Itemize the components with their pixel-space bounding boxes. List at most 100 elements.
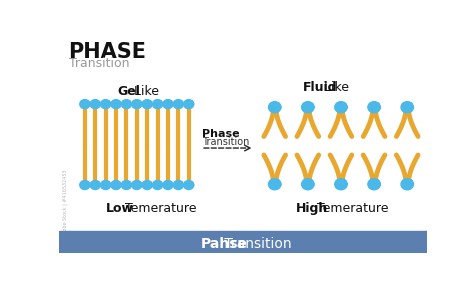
Ellipse shape: [166, 99, 170, 103]
Ellipse shape: [187, 99, 191, 103]
Ellipse shape: [368, 179, 380, 190]
Ellipse shape: [408, 180, 412, 183]
Ellipse shape: [343, 182, 347, 186]
Text: Adobe Stock | #416532453: Adobe Stock | #416532453: [63, 170, 68, 237]
Text: Gel: Gel: [118, 85, 140, 98]
Ellipse shape: [138, 183, 142, 187]
Text: Pahse: Pahse: [201, 237, 248, 251]
Ellipse shape: [301, 179, 314, 190]
Ellipse shape: [376, 182, 381, 186]
Ellipse shape: [156, 180, 159, 183]
Ellipse shape: [310, 105, 314, 109]
Ellipse shape: [176, 180, 180, 183]
Ellipse shape: [156, 99, 159, 103]
Ellipse shape: [142, 100, 152, 109]
Ellipse shape: [83, 180, 87, 183]
Ellipse shape: [114, 99, 118, 103]
Ellipse shape: [375, 180, 379, 183]
Ellipse shape: [339, 102, 343, 105]
Ellipse shape: [153, 181, 163, 189]
Ellipse shape: [80, 181, 90, 189]
Ellipse shape: [138, 103, 142, 106]
Ellipse shape: [153, 100, 163, 109]
Ellipse shape: [180, 183, 183, 187]
Ellipse shape: [159, 183, 163, 187]
Ellipse shape: [90, 100, 100, 109]
Ellipse shape: [173, 100, 183, 109]
Ellipse shape: [80, 100, 90, 109]
Text: Phase: Phase: [202, 129, 239, 139]
Ellipse shape: [106, 181, 110, 184]
Bar: [59, 231, 427, 253]
Text: Transition: Transition: [202, 137, 249, 147]
Ellipse shape: [106, 101, 110, 103]
Ellipse shape: [169, 101, 172, 103]
Ellipse shape: [128, 183, 132, 187]
Ellipse shape: [97, 183, 100, 187]
Ellipse shape: [137, 181, 141, 184]
Ellipse shape: [335, 179, 347, 190]
Ellipse shape: [128, 103, 132, 106]
Ellipse shape: [107, 103, 111, 106]
Ellipse shape: [405, 179, 410, 182]
Ellipse shape: [163, 181, 173, 189]
Text: High: High: [296, 202, 328, 215]
Ellipse shape: [107, 183, 111, 187]
Text: Transition: Transition: [69, 57, 129, 70]
Text: Low: Low: [106, 202, 134, 215]
Ellipse shape: [179, 101, 182, 103]
Ellipse shape: [376, 105, 381, 109]
Ellipse shape: [146, 180, 149, 183]
Ellipse shape: [158, 101, 162, 103]
Ellipse shape: [142, 181, 152, 189]
Ellipse shape: [170, 103, 173, 106]
Ellipse shape: [301, 102, 314, 113]
Ellipse shape: [132, 100, 142, 109]
Ellipse shape: [118, 183, 121, 187]
Ellipse shape: [170, 183, 173, 187]
Ellipse shape: [342, 103, 346, 106]
Ellipse shape: [125, 99, 128, 103]
Ellipse shape: [137, 101, 141, 103]
Ellipse shape: [146, 99, 149, 103]
Text: Fluid: Fluid: [303, 82, 338, 95]
Ellipse shape: [179, 181, 182, 184]
Ellipse shape: [277, 105, 281, 109]
Ellipse shape: [111, 181, 121, 189]
Ellipse shape: [114, 180, 118, 183]
Ellipse shape: [121, 181, 131, 189]
Ellipse shape: [158, 181, 162, 184]
Ellipse shape: [166, 180, 170, 183]
Ellipse shape: [135, 180, 138, 183]
Ellipse shape: [176, 99, 180, 103]
Ellipse shape: [268, 179, 281, 190]
Ellipse shape: [183, 181, 194, 189]
Ellipse shape: [148, 181, 151, 184]
Ellipse shape: [127, 181, 131, 184]
Ellipse shape: [339, 179, 343, 182]
Ellipse shape: [410, 182, 414, 186]
Ellipse shape: [118, 103, 121, 106]
Ellipse shape: [190, 101, 193, 103]
Ellipse shape: [117, 181, 120, 184]
Ellipse shape: [104, 99, 107, 103]
Ellipse shape: [100, 181, 110, 189]
Ellipse shape: [191, 103, 194, 106]
Ellipse shape: [375, 103, 379, 106]
Ellipse shape: [117, 101, 120, 103]
Ellipse shape: [149, 183, 153, 187]
Ellipse shape: [93, 99, 97, 103]
Ellipse shape: [96, 101, 100, 103]
Ellipse shape: [180, 103, 183, 106]
Ellipse shape: [277, 182, 281, 186]
Ellipse shape: [83, 99, 87, 103]
Ellipse shape: [187, 180, 191, 183]
Ellipse shape: [132, 181, 142, 189]
Ellipse shape: [372, 102, 376, 105]
Text: Temerature: Temerature: [121, 202, 197, 215]
Ellipse shape: [368, 102, 380, 113]
Ellipse shape: [306, 179, 310, 182]
Text: Transition: Transition: [219, 237, 292, 251]
Ellipse shape: [309, 180, 313, 183]
Ellipse shape: [135, 99, 138, 103]
